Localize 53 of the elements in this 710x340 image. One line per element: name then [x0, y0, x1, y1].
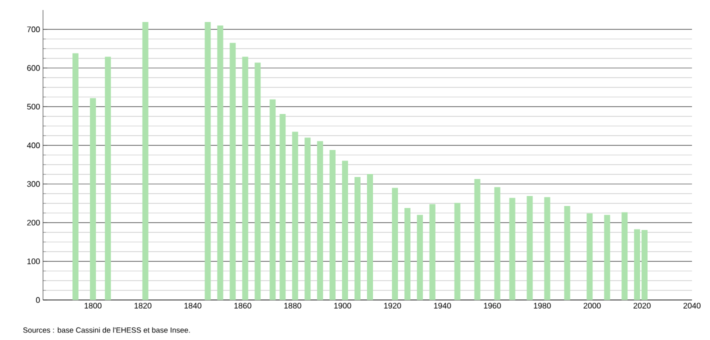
y-tick-label: 300	[27, 181, 40, 187]
bar	[204, 22, 211, 300]
y-tick-label: 600	[27, 65, 40, 71]
x-tick-label: 1880	[284, 302, 302, 309]
bar	[317, 141, 324, 300]
y-tick-label: 400	[26, 142, 40, 148]
bar	[72, 53, 78, 300]
bar	[142, 22, 148, 300]
bar	[242, 56, 248, 300]
y-tick-label: 100	[27, 258, 40, 264]
bar	[494, 187, 500, 300]
x-tick-label: 1820	[134, 302, 152, 309]
bar	[474, 178, 480, 300]
x-tick-label: 1960	[484, 302, 501, 309]
bar	[304, 138, 311, 300]
bar	[429, 204, 436, 300]
bar	[392, 188, 398, 300]
y-tick-label: 700	[27, 26, 40, 32]
bar	[354, 177, 361, 300]
x-tick-label: 1900	[334, 302, 352, 309]
x-tick-label: 1840	[184, 302, 202, 309]
bar	[526, 196, 533, 300]
bar	[404, 208, 410, 300]
bar	[454, 202, 460, 300]
bar	[586, 213, 593, 300]
bar	[330, 150, 336, 300]
bar	[604, 214, 610, 300]
x-tick-label: 1860	[234, 302, 252, 309]
bar	[270, 99, 276, 300]
x-tick-label: 2040	[683, 302, 701, 309]
x-tick-label: 1940	[434, 302, 451, 309]
bar	[367, 174, 373, 300]
y-tick-label: 200	[27, 220, 40, 226]
bar	[217, 25, 224, 300]
y-tick-label: 0	[36, 297, 40, 303]
x-tick-label: 2020	[634, 302, 651, 309]
bar	[342, 160, 348, 300]
x-tick-label: 1800	[84, 302, 102, 309]
y-tick-label: 500	[27, 104, 40, 110]
bar	[564, 206, 570, 300]
bar	[230, 42, 236, 300]
bar	[292, 132, 298, 300]
bar	[416, 214, 423, 300]
bar	[509, 198, 516, 300]
bar	[90, 98, 96, 300]
x-tick-label: 2000	[584, 302, 601, 309]
bar	[544, 197, 550, 300]
bar	[104, 56, 111, 300]
bar	[280, 114, 286, 300]
bar	[622, 212, 628, 300]
x-tick-label: 1920	[384, 302, 402, 309]
bar	[254, 62, 261, 300]
x-tick-label: 1980	[534, 302, 551, 309]
